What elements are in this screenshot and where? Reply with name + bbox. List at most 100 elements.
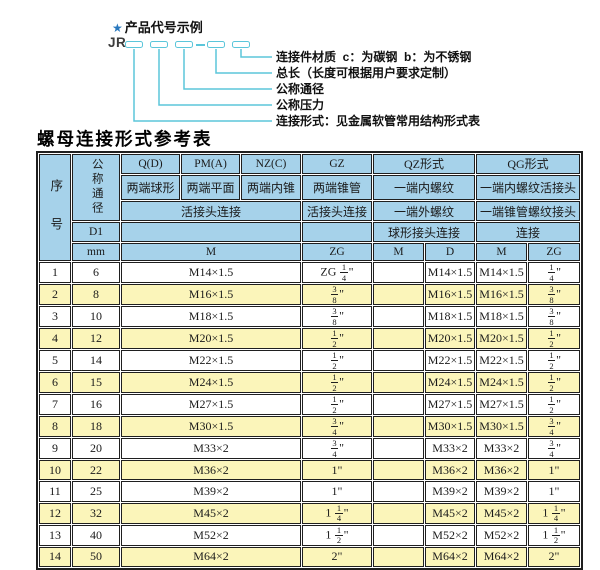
connector-line	[183, 49, 272, 90]
table-header: 序号 公称通径 Q(D) PM(A) NZ(C) GZ QZ形式 QG形式 两端…	[39, 154, 580, 261]
cell-qg-zg: 1 2 "	[528, 350, 580, 371]
cell-seq: 7	[39, 394, 71, 415]
cell-dn: 10	[72, 306, 120, 327]
diagram-label-material: 连接件材质 c：为碳钢 b：为不锈钢	[276, 50, 472, 64]
header-m: M	[121, 243, 301, 261]
cell-m: M20×1.5	[121, 328, 301, 349]
cell-gz: 1"	[302, 481, 372, 502]
header-qz-conn: 球形接头连接	[373, 222, 475, 242]
cell-qg-m: M24×1.5	[476, 372, 527, 393]
empty-cell	[302, 222, 372, 242]
table-row: 13 40 M52×2 1 1 2 " M52×2 M52×2 1 1 2 "	[39, 524, 580, 546]
cell-qg-m: M52×2	[476, 524, 527, 546]
connector-line	[240, 49, 272, 58]
cell-seq: 8	[39, 416, 71, 437]
cell-gz: 1 2 "	[302, 372, 372, 393]
cell-gz: 1 1 4 "	[302, 502, 372, 524]
cell-qz-d: M52×2	[425, 524, 475, 546]
cell-qz-d: M64×2	[425, 546, 475, 568]
header-qg-m: M	[476, 243, 527, 261]
cell-m: M52×2	[121, 524, 301, 546]
cell-m: M45×2	[121, 502, 301, 524]
star-icon: ★	[112, 21, 123, 35]
cell-m: M14×1.5	[121, 262, 301, 283]
cell-qg-zg: 3 4 "	[528, 416, 580, 437]
cell-gz: 1"	[302, 460, 372, 481]
cell-gz: 2"	[302, 546, 372, 568]
diagram-title: ★ 产品代号示例	[112, 17, 203, 36]
cell-dn: 18	[72, 416, 120, 437]
header-col-gz: GZ	[302, 154, 372, 174]
cell-qg-m: M64×2	[476, 546, 527, 568]
cell-qg-m: M33×2	[476, 438, 527, 459]
table-row: 7 16 M27×1.5 1 2 " M27×1.5 M27×1.5 1 2 "	[39, 394, 580, 415]
cell-qz-m	[373, 328, 424, 349]
cell-qz-m	[373, 262, 424, 283]
cell-qg-zg: 1 1 4 "	[528, 502, 580, 524]
table-row: 14 50 M64×2 2" M64×2 M64×2 2"	[39, 546, 580, 568]
cell-qg-zg: 1"	[528, 460, 580, 481]
code-dash	[196, 44, 205, 46]
cell-dn: 50	[72, 546, 120, 568]
product-code-prefix: JR	[108, 35, 127, 50]
header-gz-union: 活接头连接	[302, 201, 372, 221]
cell-qz-d: M30×1.5	[425, 416, 475, 437]
header-union: 活接头连接	[121, 201, 301, 221]
cell-dn: 32	[72, 502, 120, 524]
header-nz-desc: 两端内锥	[241, 174, 301, 201]
header-q-desc: 两端球形	[121, 174, 180, 201]
header-pm-desc: 两端平面	[181, 174, 240, 201]
cell-qz-m	[373, 460, 424, 481]
table-body: 1 6 M14×1.5 ZG 1 4 " M14×1.5 M14×1.5 1 4 " 2 8 M16×1.…	[39, 262, 580, 568]
header-qg-zg: ZG	[528, 243, 580, 261]
table-row: 9 20 M33×2 3 4 " M33×2 M33×2 3 4 "	[39, 438, 580, 459]
cell-qg-zg: 3 8 "	[528, 306, 580, 327]
table-title: 螺母连接形式参考表	[37, 129, 213, 149]
cell-seq: 12	[39, 502, 71, 524]
diagram-label-diameter: 公称通径	[276, 82, 325, 96]
code-box-1	[125, 41, 143, 48]
cell-qz-m	[373, 546, 424, 568]
cell-gz: 1 1 2 "	[302, 524, 372, 546]
cell-dn: 22	[72, 460, 120, 481]
table-row: 5 14 M22×1.5 1 2 " M22×1.5 M22×1.5 1 2 "	[39, 350, 580, 371]
cell-qg-zg: 1 2 "	[528, 394, 580, 415]
header-qg-conn: 连接	[476, 222, 580, 242]
header-qz-desc2: 一端外螺纹	[373, 201, 475, 221]
cell-seq: 9	[39, 438, 71, 459]
cell-qg-m: M27×1.5	[476, 394, 527, 415]
cell-m: M18×1.5	[121, 306, 301, 327]
cell-gz: ZG 1 4 "	[302, 262, 372, 283]
header-col-qg: QG形式	[476, 154, 580, 174]
cell-seq: 6	[39, 372, 71, 393]
cell-seq: 2	[39, 284, 71, 305]
cell-qg-m: M16×1.5	[476, 284, 527, 305]
cell-qg-m: M20×1.5	[476, 328, 527, 349]
cell-dn: 40	[72, 524, 120, 546]
cell-gz: 3 4 "	[302, 416, 372, 437]
cell-m: M24×1.5	[121, 372, 301, 393]
cell-qz-m	[373, 306, 424, 327]
connector-line	[133, 49, 272, 122]
table-row: 3 10 M18×1.5 3 8 " M18×1.5 M18×1.5 3 8 "	[39, 306, 580, 327]
cell-dn: 15	[72, 372, 120, 393]
cell-seq: 3	[39, 306, 71, 327]
cell-dn: 8	[72, 284, 120, 305]
cell-qz-m	[373, 394, 424, 415]
table-row: 6 15 M24×1.5 1 2 " M24×1.5 M24×1.5 1 2 "	[39, 372, 580, 393]
cell-gz: 3 4 "	[302, 438, 372, 459]
cell-qz-d: M45×2	[425, 502, 475, 524]
cell-qz-d: M16×1.5	[425, 284, 475, 305]
cell-qg-m: M14×1.5	[476, 262, 527, 283]
cell-qz-m	[373, 350, 424, 371]
cell-qg-m: M18×1.5	[476, 306, 527, 327]
cell-qg-zg: 3 8 "	[528, 284, 580, 305]
cell-qg-zg: 1 2 "	[528, 328, 580, 349]
diagram-title-text: 产品代号示例	[124, 20, 203, 35]
cell-qg-m: M39×2	[476, 481, 527, 502]
cell-qg-m: M45×2	[476, 502, 527, 524]
code-box-3	[175, 41, 193, 48]
header-qz-m: M	[373, 243, 424, 261]
cell-seq: 5	[39, 350, 71, 371]
cell-qg-m: M30×1.5	[476, 416, 527, 437]
